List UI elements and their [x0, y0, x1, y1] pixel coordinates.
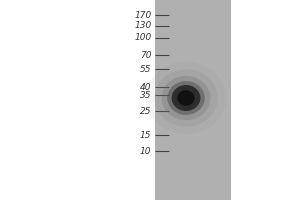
- Text: 170: 170: [134, 10, 152, 20]
- Text: 70: 70: [140, 50, 152, 60]
- Ellipse shape: [167, 81, 205, 115]
- Ellipse shape: [161, 76, 211, 120]
- Text: 100: 100: [134, 33, 152, 43]
- Text: 35: 35: [140, 90, 152, 99]
- Bar: [154, 0, 231, 200]
- Text: 40: 40: [140, 83, 152, 92]
- Ellipse shape: [172, 85, 200, 111]
- Text: 25: 25: [140, 107, 152, 116]
- Ellipse shape: [146, 62, 226, 134]
- Text: 10: 10: [140, 146, 152, 156]
- Ellipse shape: [154, 69, 218, 127]
- Text: 130: 130: [134, 21, 152, 30]
- Text: 15: 15: [140, 131, 152, 140]
- Ellipse shape: [177, 90, 195, 106]
- Text: 55: 55: [140, 64, 152, 73]
